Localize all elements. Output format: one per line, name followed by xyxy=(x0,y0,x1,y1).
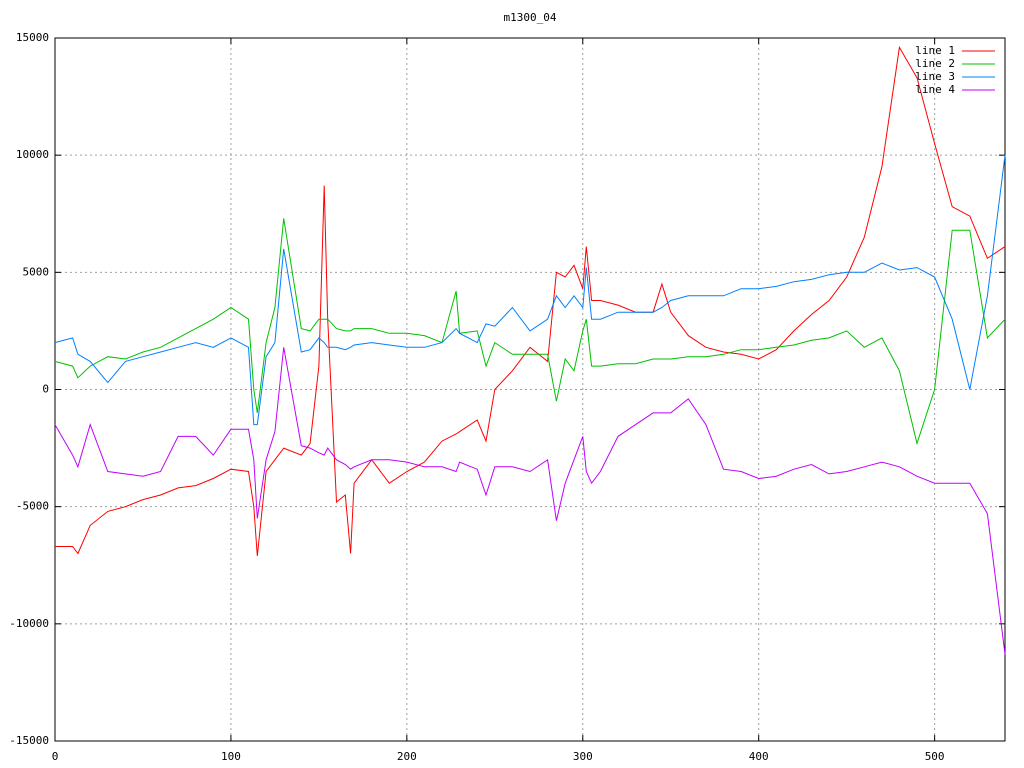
legend-label: line 1 xyxy=(915,44,955,57)
x-tick-label: 500 xyxy=(925,750,945,763)
y-tick-label: -10000 xyxy=(9,617,49,630)
y-tick-label: 0 xyxy=(42,383,49,396)
series-line xyxy=(54,218,1006,446)
x-tick-label: 400 xyxy=(749,750,769,763)
x-tick-label: 100 xyxy=(221,750,241,763)
x-tick-label: 300 xyxy=(573,750,593,763)
y-tick-label: 5000 xyxy=(23,265,50,278)
legend-label: line 2 xyxy=(915,57,955,70)
series-line xyxy=(54,347,1006,655)
plot-frame xyxy=(54,37,1006,742)
chart-title: m1300_04 xyxy=(504,11,557,24)
legend-label: line 3 xyxy=(915,70,955,83)
x-tick-label: 0 xyxy=(52,750,59,763)
y-tick-label: -5000 xyxy=(16,500,49,513)
y-tick-label: 10000 xyxy=(16,148,49,161)
y-tick-label: 15000 xyxy=(16,31,49,44)
y-tick-label: -15000 xyxy=(9,734,49,747)
legend-label: line 4 xyxy=(915,83,955,96)
series-line xyxy=(54,155,1006,426)
series-line xyxy=(55,45,1006,556)
x-tick-label: 200 xyxy=(397,750,417,763)
